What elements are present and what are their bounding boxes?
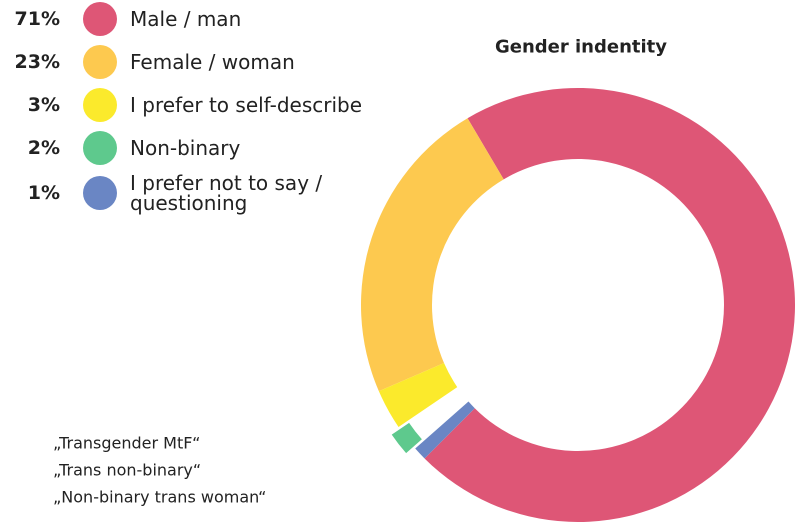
donut-segment bbox=[391, 422, 422, 454]
donut-segment bbox=[424, 87, 795, 522]
legend-label: Male / man bbox=[130, 7, 242, 31]
annotation: „Trans non-binary“ bbox=[53, 460, 202, 480]
legend-label: I prefer not to say / questioning bbox=[130, 171, 323, 215]
legend-value: 1% bbox=[27, 182, 60, 204]
legend-value: 3% bbox=[27, 94, 60, 116]
donut-segment bbox=[360, 118, 504, 392]
chart-title: Gender indentity bbox=[494, 36, 668, 58]
legend-swatch bbox=[83, 2, 117, 36]
annotation: „Non-binary trans woman“ bbox=[53, 487, 267, 507]
legend-swatch bbox=[83, 45, 117, 79]
legend-swatch bbox=[83, 131, 117, 165]
donut-segment bbox=[378, 362, 458, 427]
legend-label: Non-binary bbox=[130, 136, 241, 160]
annotation: „Transgender MtF“ bbox=[53, 433, 201, 453]
donut-segment bbox=[415, 401, 475, 459]
legend-value: 2% bbox=[27, 137, 60, 159]
legend-swatch bbox=[83, 176, 117, 210]
legend-label: Female / woman bbox=[130, 50, 295, 74]
legend-swatch bbox=[83, 88, 117, 122]
legend-label: I prefer to self-describe bbox=[130, 93, 363, 117]
legend-value: 71% bbox=[14, 8, 60, 30]
legend-value: 23% bbox=[14, 51, 60, 73]
